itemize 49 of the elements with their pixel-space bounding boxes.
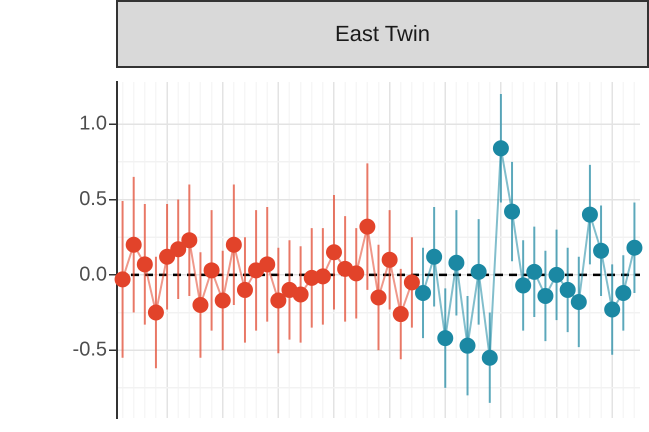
point [604,302,620,318]
point [326,244,342,260]
point [214,292,231,308]
point [615,284,632,301]
point [292,286,309,302]
point [415,284,432,301]
point [192,296,208,313]
point [382,252,398,268]
point [470,264,487,280]
point [460,338,476,354]
y-tick-label: 0.0 [79,263,107,286]
point [136,256,153,272]
point [159,248,176,265]
point [359,218,376,235]
point [426,248,442,265]
point [437,330,454,346]
point [226,236,242,253]
point [515,277,532,294]
point [314,268,331,284]
point [504,204,520,220]
point [148,304,164,321]
point [170,241,186,258]
point [582,206,598,223]
point [482,350,498,366]
point [492,140,509,156]
point [126,236,142,253]
chart-title: East Twin [116,0,649,68]
point [537,288,554,304]
point [526,264,542,280]
y-tick-label: -0.5 [72,338,107,361]
point [593,242,610,259]
point [392,306,409,322]
point [114,271,131,288]
point [626,240,642,256]
point [204,262,220,278]
point [548,266,565,283]
point [248,262,264,278]
point [236,282,253,298]
point [404,274,420,290]
point [370,289,386,306]
point [270,292,286,308]
y-tick-label: 1.0 [79,112,107,135]
point [570,294,587,310]
point [259,256,276,272]
y-tick-label: 0.5 [79,188,107,210]
point [560,282,576,298]
point [448,254,464,271]
point [181,232,198,248]
point [348,265,364,282]
